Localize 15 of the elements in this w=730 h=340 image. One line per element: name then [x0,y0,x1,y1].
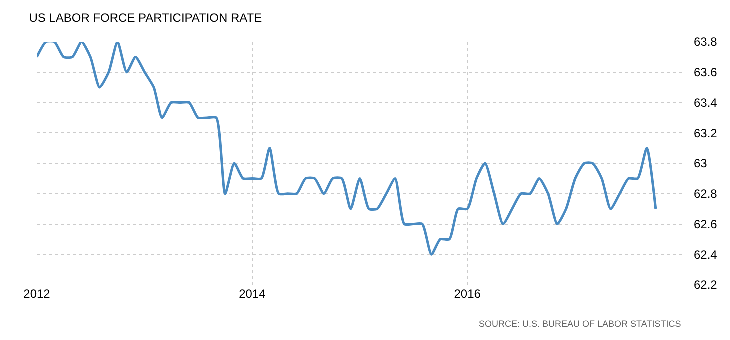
y-tick-label: 62.2 [694,278,718,292]
source-note: SOURCE: U.S. BUREAU OF LABOR STATISTICS [479,319,682,329]
y-tick-label: 63.4 [694,96,718,110]
y-tick-label: 63.2 [694,126,718,140]
y-tick-label: 62.6 [694,217,718,232]
line-series [37,42,658,256]
y-tick-label: 63.8 [694,35,718,50]
y-tick-label: 63.6 [694,66,718,80]
x-tick-label: 2012 [24,287,51,301]
x-tick-label: 2016 [454,287,482,301]
y-tick-label: 62.8 [694,187,718,202]
y-tick-label: 63 [694,156,708,171]
chart-title: US LABOR FORCE PARTICIPATION RATE [29,11,262,25]
x-tick-label: 2014 [239,287,266,301]
y-tick-label: 62.4 [694,248,718,262]
